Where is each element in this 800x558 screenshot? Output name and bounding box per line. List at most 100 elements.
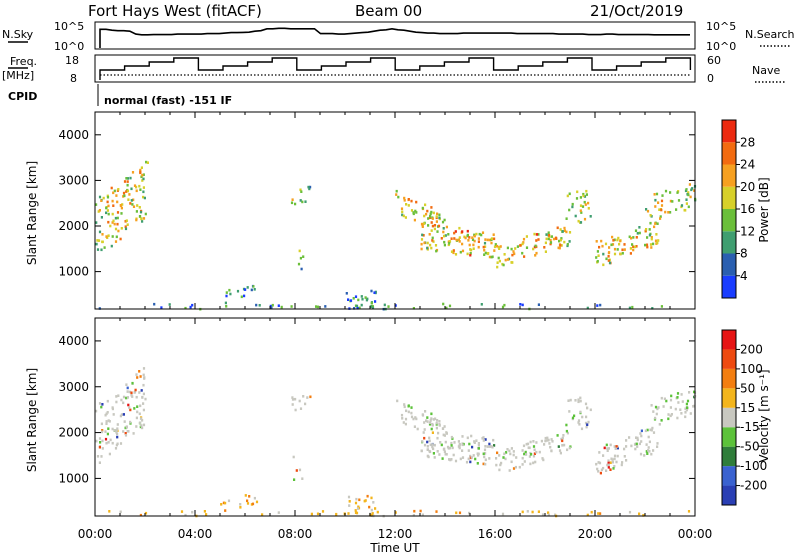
echo-cell	[443, 234, 446, 238]
colorbar-tick-label: -50	[740, 440, 760, 454]
echo-cell	[429, 421, 432, 424]
colorbar-segment	[722, 388, 736, 408]
echo-cell	[687, 510, 691, 513]
y-tick-label: 2000	[58, 219, 89, 233]
echo-cell	[114, 240, 118, 243]
echo-cell	[431, 236, 434, 240]
echo-cell	[484, 458, 487, 462]
echo-cell	[126, 183, 129, 187]
echo-cell	[650, 246, 653, 249]
echo-cell	[113, 429, 116, 432]
echo-cell	[562, 434, 565, 437]
noise-search-label: N.Search	[745, 28, 795, 41]
echo-cell	[482, 462, 485, 466]
echo-cell	[98, 209, 101, 212]
echo-cell	[471, 238, 475, 241]
colorbar-tick-label: 20	[740, 180, 755, 194]
echo-cell	[496, 451, 499, 455]
echo-cell	[239, 506, 242, 509]
echo-cell	[127, 430, 130, 433]
echo-cell	[423, 214, 426, 218]
power-panel: 4000 3000 2000 1000 Slant Range [km] 28 24 20…	[25, 111, 771, 311]
echo-cell	[138, 370, 141, 373]
echo-cell	[372, 501, 375, 504]
echo-cell	[310, 512, 313, 516]
colorbar-tick-label: 16	[740, 202, 755, 216]
echo-cell	[510, 247, 513, 251]
echo-cell	[543, 246, 546, 249]
echo-cell	[660, 305, 663, 308]
echo-cell	[430, 206, 433, 209]
echo-cell	[558, 449, 562, 452]
echo-cell	[512, 250, 515, 253]
echo-cell	[579, 396, 582, 400]
echo-cell	[620, 463, 623, 467]
echo-cell	[469, 454, 472, 458]
echo-cell	[521, 303, 524, 307]
echo-cell	[613, 247, 617, 251]
echo-cell	[681, 400, 684, 403]
echo-cell	[611, 458, 614, 461]
echo-cell	[646, 236, 649, 239]
echo-cell	[526, 510, 529, 513]
echo-cell	[125, 396, 128, 400]
echo-cell	[428, 439, 431, 443]
echo-cell	[258, 304, 261, 307]
echo-cell	[135, 373, 138, 376]
echo-cell	[483, 253, 486, 256]
echo-cell	[441, 427, 445, 430]
freq-panel: Freq. [MHz] 18 8 60 0 Nave	[2, 54, 785, 85]
echo-cell	[612, 467, 615, 470]
echo-cell	[504, 258, 507, 262]
echo-cell	[124, 225, 127, 228]
echo-cell	[653, 225, 656, 229]
echo-cell	[122, 413, 125, 416]
echo-cell	[643, 454, 646, 457]
echo-cell	[423, 436, 426, 440]
echo-cell	[95, 439, 98, 443]
echo-cell	[573, 414, 576, 418]
echo-cell	[444, 234, 447, 237]
echo-cell	[423, 443, 427, 447]
echo-cell	[426, 445, 429, 448]
echo-cell	[648, 228, 651, 231]
echo-cell	[458, 511, 462, 515]
echo-cell	[403, 405, 406, 409]
echo-cell	[450, 250, 454, 253]
echo-cell	[561, 436, 564, 440]
echo-cell	[353, 307, 356, 310]
echo-cell	[571, 202, 574, 206]
echo-cell	[638, 226, 641, 229]
echo-cell	[404, 417, 408, 421]
echo-cell	[561, 444, 564, 447]
echo-cell	[625, 439, 628, 442]
echo-cell	[347, 495, 351, 499]
echo-cell	[578, 423, 581, 426]
echo-cell	[607, 447, 610, 450]
echo-cell	[669, 191, 672, 194]
echo-cell	[647, 446, 650, 449]
echo-cell	[638, 512, 641, 516]
echo-cell	[657, 406, 660, 409]
echo-cell	[538, 450, 541, 454]
echo-cell	[142, 186, 145, 189]
echo-cell	[493, 245, 497, 249]
echo-cell	[610, 243, 613, 247]
echo-cell	[136, 376, 139, 379]
echo-cell	[96, 455, 100, 458]
echo-cell	[121, 203, 124, 206]
echo-cell	[586, 406, 589, 410]
echo-cell	[432, 240, 435, 243]
echo-cell	[567, 399, 570, 402]
echo-cell	[669, 398, 673, 402]
echo-cell	[600, 239, 603, 243]
echo-cell	[598, 461, 602, 465]
echo-cell	[140, 217, 143, 221]
echo-cell	[429, 450, 432, 454]
echo-cell	[482, 245, 485, 249]
echo-cell	[304, 200, 307, 203]
colorbar-segment	[722, 349, 736, 369]
echo-cell	[547, 513, 550, 517]
echo-cell	[608, 251, 611, 254]
echo-cell	[576, 190, 579, 194]
